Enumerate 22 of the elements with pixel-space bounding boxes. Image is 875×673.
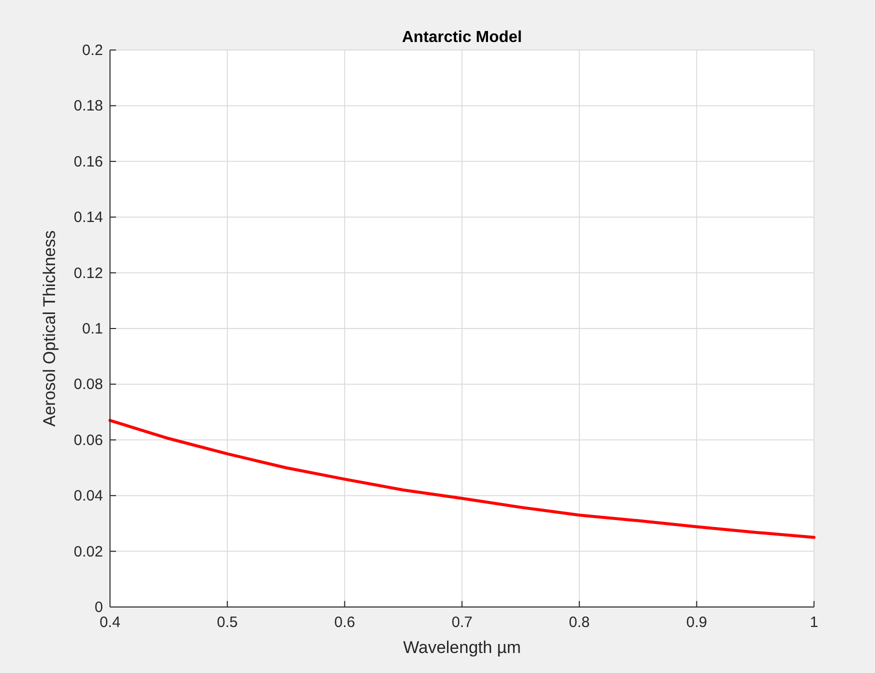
x-tick-label: 1	[810, 614, 818, 631]
y-tick-label: 0.04	[74, 488, 103, 505]
y-tick-label: 0.1	[82, 320, 103, 338]
chart-title: Antarctic Model	[402, 29, 522, 46]
y-axis-title: Aerosol Optical Thickness	[40, 230, 59, 427]
x-tick-label: 0.8	[568, 614, 590, 631]
x-tick-label: 0.6	[334, 614, 356, 631]
y-tick-label: 0	[94, 599, 103, 616]
x-tick-label: 0.7	[452, 614, 472, 631]
y-tick-label: 0.08	[74, 376, 103, 394]
y-tick-label: 0.18	[74, 98, 103, 115]
y-tick-label: 0.12	[74, 264, 103, 282]
line-series	[108, 418, 816, 539]
x-tick-label: 0.4	[100, 614, 120, 631]
x-axis-title: Wavelength µm	[403, 638, 521, 657]
y-tick-label: 0.2	[82, 42, 103, 59]
y-tick-label: 0.14	[74, 209, 103, 226]
y-tick-label: 0.16	[74, 153, 103, 170]
x-tick-label: 0.9	[686, 614, 708, 631]
y-tick-label: 0.02	[74, 543, 103, 560]
y-tick-label: 0.06	[74, 432, 103, 449]
x-tick-label: 0.5	[216, 614, 238, 631]
